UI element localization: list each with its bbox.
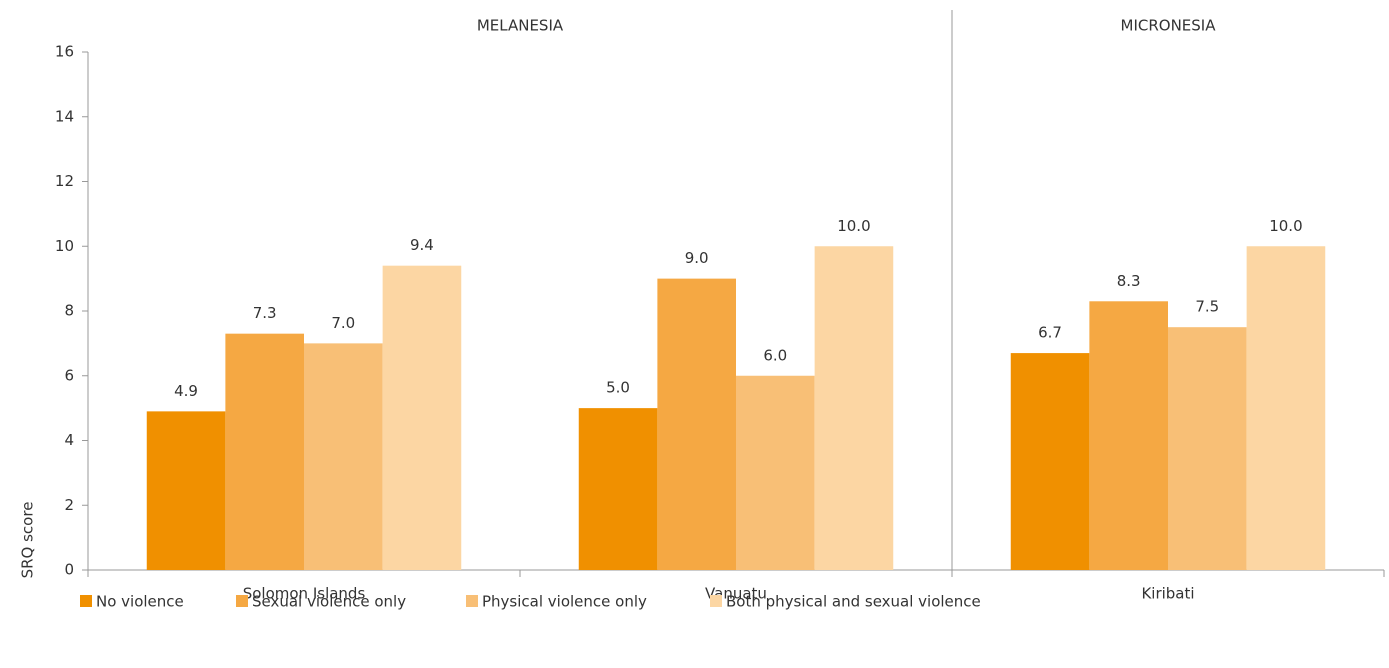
value-label: 7.5 — [1195, 298, 1219, 316]
y-tick-label: 8 — [64, 302, 74, 320]
y-tick-label: 16 — [55, 43, 74, 61]
value-label: 10.0 — [837, 217, 870, 235]
y-tick-label: 14 — [55, 107, 74, 125]
bar — [146, 411, 226, 570]
y-tick-label: 10 — [55, 237, 74, 255]
value-label: 6.0 — [763, 346, 787, 364]
bar — [1246, 246, 1326, 570]
bar — [657, 278, 736, 570]
legend-label: Both physical and sexual violence — [726, 593, 981, 611]
legend-swatch — [466, 595, 478, 607]
x-tick-label: Solomon Islands — [243, 585, 366, 603]
bar — [1089, 301, 1168, 570]
bar — [578, 408, 658, 570]
value-label: 5.0 — [606, 379, 630, 397]
bar — [225, 333, 304, 570]
bar — [814, 246, 894, 570]
bar — [1168, 327, 1247, 570]
value-label: 9.0 — [685, 249, 709, 267]
value-label: 10.0 — [1269, 217, 1302, 235]
value-label: 7.0 — [331, 314, 355, 332]
value-label: 9.4 — [410, 236, 434, 254]
legend-swatch — [80, 595, 92, 607]
region-label: MELANESIA — [477, 17, 564, 35]
bar — [382, 265, 462, 570]
x-tick-label: Kiribati — [1141, 585, 1194, 603]
y-tick-label: 2 — [64, 496, 74, 514]
region-label: MICRONESIA — [1121, 17, 1217, 35]
legend-swatch — [236, 595, 248, 607]
legend-swatch — [710, 595, 722, 607]
y-tick-label: 4 — [64, 431, 74, 449]
value-label: 7.3 — [253, 304, 277, 322]
value-label: 4.9 — [174, 382, 198, 400]
y-tick-label: 0 — [64, 561, 74, 579]
bar — [1010, 353, 1090, 570]
bar — [304, 343, 383, 570]
y-axis-label: SRQ score — [19, 502, 37, 579]
legend-label: Sexual violence only — [252, 593, 406, 611]
legend-label: No violence — [96, 593, 184, 611]
y-tick-label: 6 — [64, 366, 74, 384]
y-tick-label: 12 — [55, 172, 74, 190]
bar — [736, 375, 815, 570]
legend-label: Physical violence only — [482, 593, 647, 611]
value-label: 6.7 — [1038, 324, 1062, 342]
value-label: 8.3 — [1117, 272, 1141, 290]
